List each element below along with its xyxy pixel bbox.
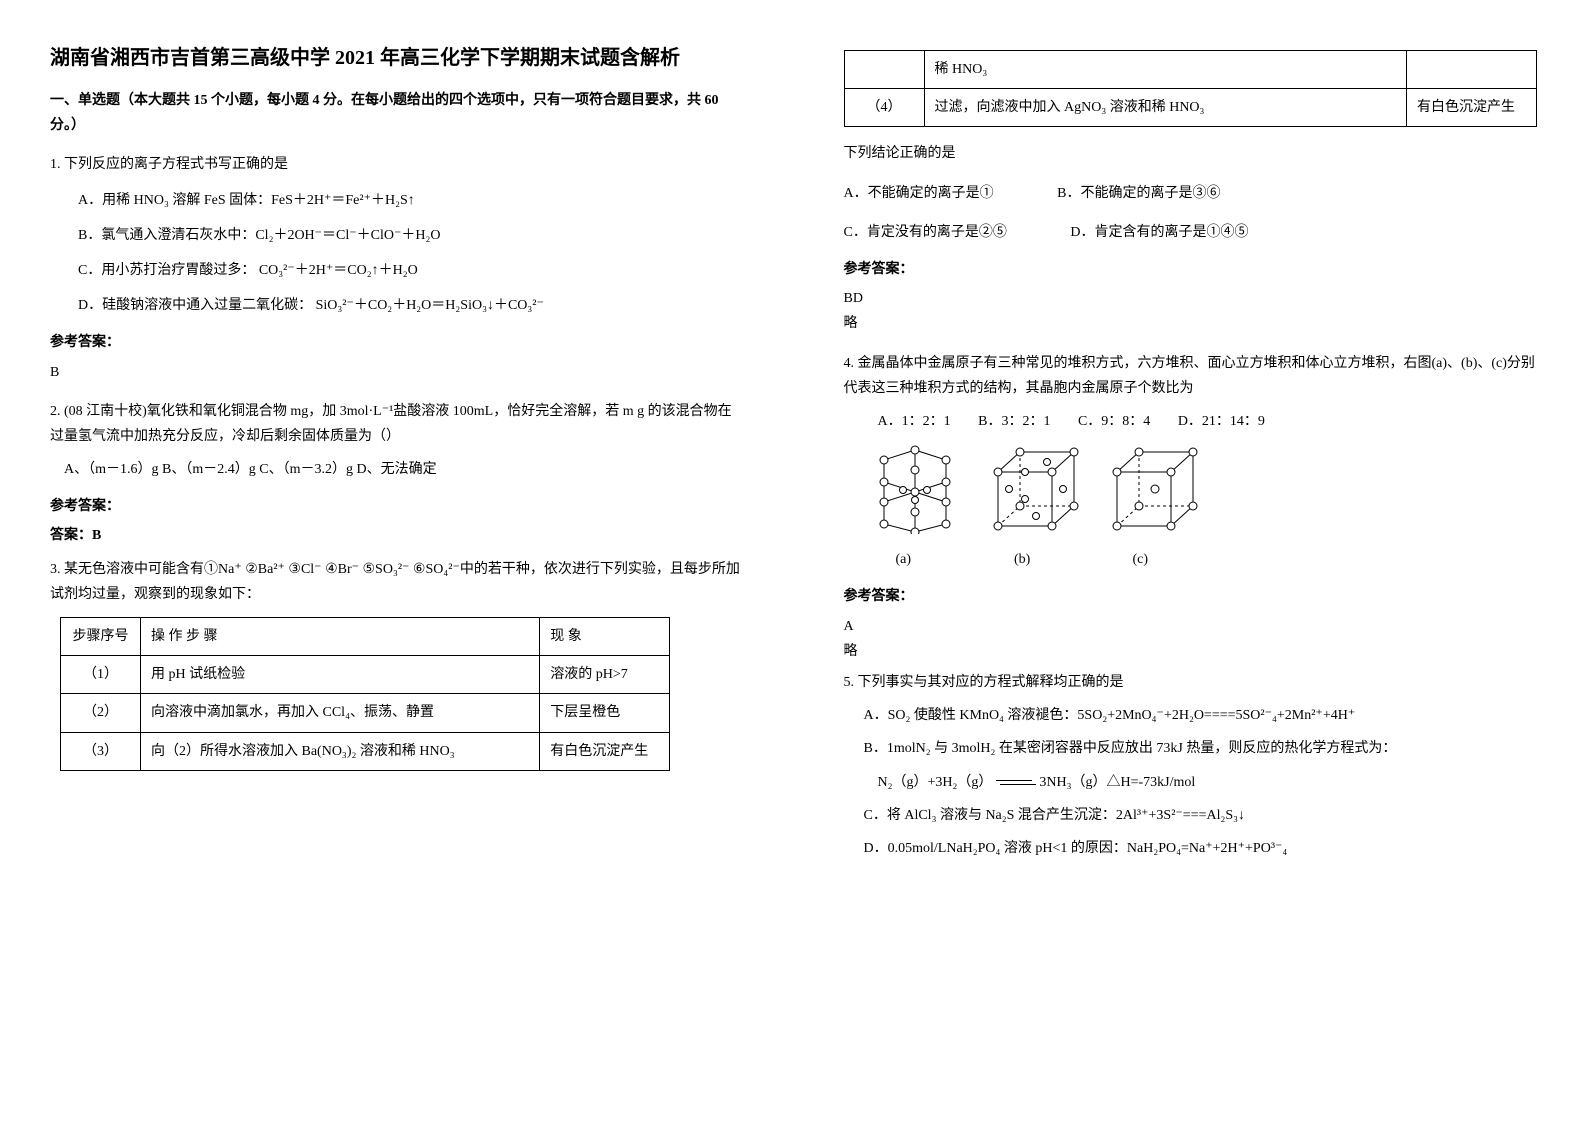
cell-phenom: 有白色沉淀产生 xyxy=(540,732,670,770)
q4-stem: 4. 金属晶体中金属原子有三种常见的堆积方式，六方堆积、面心立方堆积和体心立方堆… xyxy=(844,351,1538,401)
q2-ans: 答案：B xyxy=(50,523,744,548)
q5-b-right: 3NH₃（g）△H=-73kJ/mol xyxy=(1039,775,1195,790)
table-header-row: 步骤序号 操 作 步 骤 现 象 xyxy=(61,618,670,656)
cell-step: （3） xyxy=(61,732,141,770)
cell-empty xyxy=(1407,51,1537,89)
cell-step: （2） xyxy=(61,694,141,732)
q4-opt-a: A．1：2：1 xyxy=(878,414,951,429)
q4-brief: 略 xyxy=(844,639,1538,664)
diagram-a-hcp xyxy=(868,442,963,534)
q3-ans: BD xyxy=(844,286,1538,311)
table-row: （3） 向（2）所得水溶液加入 Ba(NO₃)₂ 溶液和稀 HNO₃ 有白色沉淀… xyxy=(61,732,670,770)
section-header: 一、单选题（本大题共 15 个小题，每小题 4 分。在每小题给出的四个选项中，只… xyxy=(50,88,744,138)
col-op: 操 作 步 骤 xyxy=(141,618,540,656)
cell-op: 向（2）所得水溶液加入 Ba(NO₃)₂ 溶液和稀 HNO₃ xyxy=(141,732,540,770)
diagram-c-bcc xyxy=(1105,442,1200,534)
cap-c: (c) xyxy=(1133,547,1248,572)
q3-conclusion: 下列结论正确的是 xyxy=(844,141,1538,166)
cell-empty xyxy=(844,51,924,89)
cell-op: 向溶液中滴加氯水，再加入 CCl₄、振荡、静置 xyxy=(141,694,540,732)
q1-opt-a: A．用稀 HNO₃ 溶解 FeS 固体：FeS＋2H⁺＝Fe²⁺＋H₂S↑ xyxy=(50,188,744,213)
diagram-captions: (a) (b) (c) xyxy=(896,547,1538,572)
cap-b: (b) xyxy=(1014,547,1129,572)
q4-opt-b: B．3：2：1 xyxy=(978,414,1050,429)
cell-step: （1） xyxy=(61,656,141,694)
q2-stem: 2. (08 江南十校)氧化铁和氧化铜混合物 mg，加 3mol·L⁻¹盐酸溶液… xyxy=(50,399,744,449)
q5-b-left: N₂（g）+3H₂（g） xyxy=(878,775,993,790)
cell-phenom: 下层呈橙色 xyxy=(540,694,670,732)
col-step-no: 步骤序号 xyxy=(61,618,141,656)
left-column: 湖南省湘西市吉首第三高级中学 2021 年高三化学下学期期末试题含解析 一、单选… xyxy=(0,0,794,1122)
crystal-diagrams xyxy=(868,442,1538,543)
q3-row-ab: A．不能确定的离子是① B．不能确定的离子是③⑥ xyxy=(844,181,1538,206)
q1-stem: 1. 下列反应的离子方程式书写正确的是 xyxy=(50,152,744,177)
cell-op-cont: 稀 HNO₃ xyxy=(924,51,1407,89)
q3-opt-c: C．肯定没有的离子是②⑤ xyxy=(844,220,1007,245)
q4-ans: A xyxy=(844,614,1538,639)
cell-phenom: 溶液的 pH>7 xyxy=(540,656,670,694)
q3-brief: 略 xyxy=(844,311,1538,336)
cell-phenom: 有白色沉淀产生 xyxy=(1407,89,1537,127)
q1-ans-label: 参考答案： xyxy=(50,330,744,355)
q4-opts: A．1：2：1 B．3：2：1 C．9：8：4 D．21：14：9 xyxy=(844,409,1538,434)
q5-opt-b-eq: N₂（g）+3H₂（g） 3NH₃（g）△H=-73kJ/mol xyxy=(844,770,1538,795)
q3-stem: 3. 某无色溶液中可能含有①Na⁺ ②Ba²⁺ ③Cl⁻ ④Br⁻ ⑤SO₃²⁻… xyxy=(50,557,744,607)
q4-ans-label: 参考答案： xyxy=(844,584,1538,609)
q2-ans-label: 参考答案： xyxy=(50,494,744,519)
q3-opt-d: D．肯定含有的离子是①④⑤ xyxy=(1070,220,1248,245)
q5-stem: 5. 下列事实与其对应的方程式解释均正确的是 xyxy=(844,670,1538,695)
q1-opt-d: D．硅酸钠溶液中通入过量二氧化碳： SiO₃²⁻＋CO₂＋H₂O＝H₂SiO₃↓… xyxy=(50,293,744,318)
table-row: （4） 过滤，向滤液中加入 AgNO₃ 溶液和稀 HNO₃ 有白色沉淀产生 xyxy=(844,89,1537,127)
q2-opts: A、（m－1.6）g B、（m－2.4）g C、（m－3.2）g D、无法确定 xyxy=(50,457,744,482)
q3-table-cont: 稀 HNO₃ （4） 过滤，向滤液中加入 AgNO₃ 溶液和稀 HNO₃ 有白色… xyxy=(844,50,1538,127)
col-phenom: 现 象 xyxy=(540,618,670,656)
q3-opt-b: B．不能确定的离子是③⑥ xyxy=(1057,181,1220,206)
cell-op: 用 pH 试纸检验 xyxy=(141,656,540,694)
q3-ans-label: 参考答案： xyxy=(844,257,1538,282)
cap-a: (a) xyxy=(896,547,1011,572)
q3-row-cd: C．肯定没有的离子是②⑤ D．肯定含有的离子是①④⑤ xyxy=(844,220,1538,245)
page-title: 湖南省湘西市吉首第三高级中学 2021 年高三化学下学期期末试题含解析 xyxy=(50,40,744,76)
q4-opt-c: C．9：8：4 xyxy=(1078,414,1150,429)
q5-opt-d: D．0.05mol/LNaH₂PO₄ 溶液 pH<1 的原因：NaH₂PO₄=N… xyxy=(844,836,1538,861)
q3-opt-a: A．不能确定的离子是① xyxy=(844,181,994,206)
q4-opt-d: D．21：14：9 xyxy=(1178,414,1265,429)
q5-opt-b: B．1molN₂ 与 3molH₂ 在某密闭容器中反应放出 73kJ 热量，则反… xyxy=(844,736,1538,761)
table-row: （1） 用 pH 试纸检验 溶液的 pH>7 xyxy=(61,656,670,694)
q5-opt-c: C．将 AlCl₃ 溶液与 Na₂S 混合产生沉淀：2Al³⁺+3S²⁻===A… xyxy=(844,803,1538,828)
diagram-b-fcc xyxy=(986,442,1081,534)
right-column: 稀 HNO₃ （4） 过滤，向滤液中加入 AgNO₃ 溶液和稀 HNO₃ 有白色… xyxy=(794,0,1587,1122)
cell-op: 过滤，向滤液中加入 AgNO₃ 溶液和稀 HNO₃ xyxy=(924,89,1407,127)
q3-table: 步骤序号 操 作 步 骤 现 象 （1） 用 pH 试纸检验 溶液的 pH>7 … xyxy=(60,617,670,771)
table-row: （2） 向溶液中滴加氯水，再加入 CCl₄、振荡、静置 下层呈橙色 xyxy=(61,694,670,732)
q1-opt-b: B．氯气通入澄清石灰水中：Cl₂＋2OH⁻＝Cl⁻＋ClO⁻＋H₂O xyxy=(50,223,744,248)
cell-step: （4） xyxy=(844,89,924,127)
q1-opt-c: C．用小苏打治疗胃酸过多： CO₃²⁻＋2H⁺＝CO₂↑＋H₂O xyxy=(50,258,744,283)
table-row: 稀 HNO₃ xyxy=(844,51,1537,89)
q5-opt-a: A．SO₂ 使酸性 KMnO₄ 溶液褪色：5SO₂+2MnO₄⁻+2H₂O===… xyxy=(844,703,1538,728)
q1-ans: B xyxy=(50,360,744,385)
